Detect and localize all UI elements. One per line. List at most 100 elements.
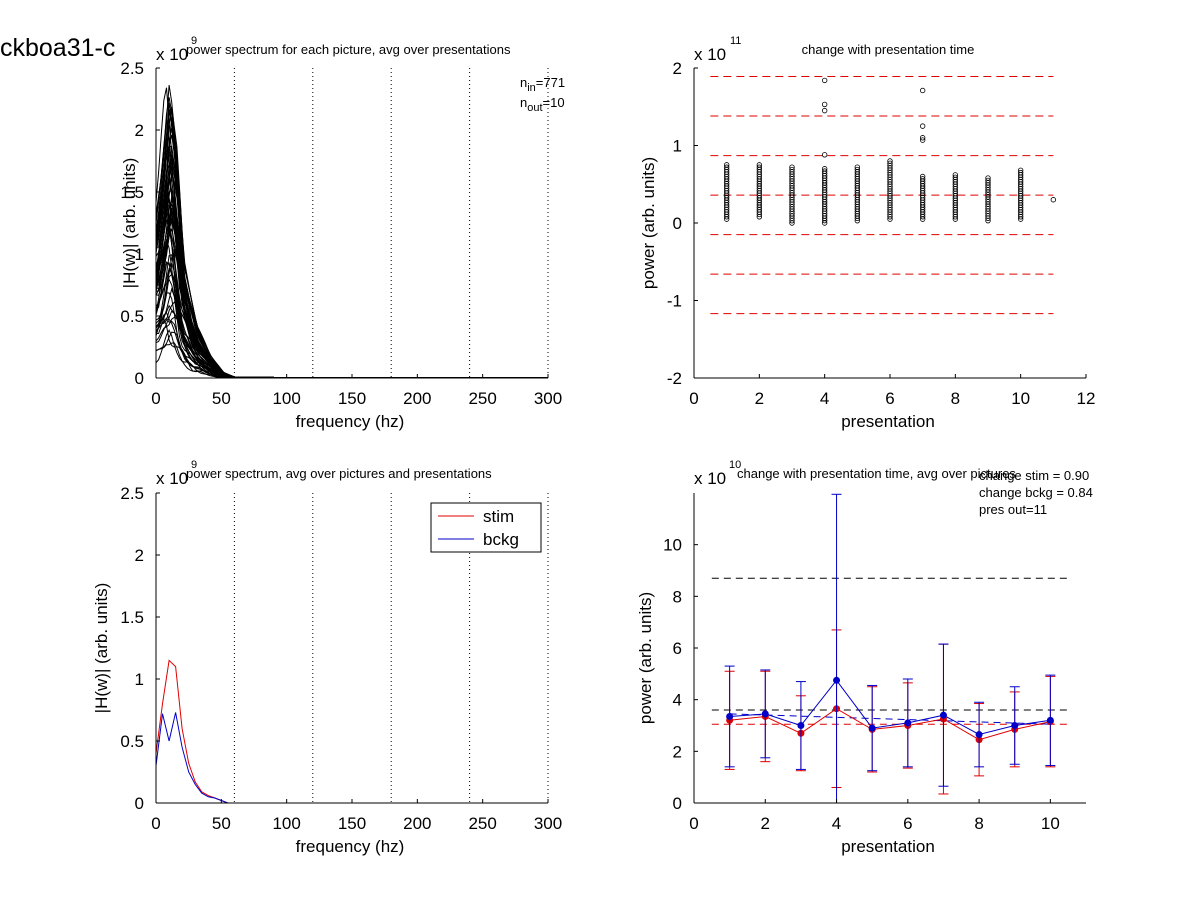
figure-id-label: ckboa31-c <box>0 34 115 62</box>
marker-bckg <box>726 712 734 720</box>
x-tick-label: 0 <box>689 389 698 408</box>
outlier-point <box>919 123 926 129</box>
x-tick-label: 6 <box>903 814 912 833</box>
y-tick-label: 10 <box>663 536 682 555</box>
data-point <box>985 177 991 184</box>
y-tick-label: 0 <box>673 214 682 233</box>
x-tick-label: 100 <box>272 814 300 833</box>
panel-spectrum-average: 0 50 100 150 200 250 300 0 0.5 1 1.5 2 2.5 power spe… <box>92 459 562 856</box>
x-tick-label: 10 <box>1011 389 1030 408</box>
legend-box <box>430 502 542 553</box>
x-axis-label: frequency (hz) <box>296 837 405 856</box>
marker-bckg <box>975 731 983 739</box>
data-point <box>854 164 861 170</box>
x-tick-label: 10 <box>1041 814 1060 833</box>
panel-spectrum-each-picture: 0 50 100 150 200 250 300 0 0.5 1 1.5 2 2.5 power spe… <box>120 35 565 431</box>
x-tick-label: 8 <box>974 814 983 833</box>
n-out-sub: out <box>527 102 542 114</box>
data-point <box>1050 197 1057 203</box>
y-exponent-power: 10 <box>729 459 741 471</box>
outlier-point <box>821 77 828 84</box>
y-tick-label: 1.5 <box>120 183 144 202</box>
data-point <box>821 166 828 172</box>
data-point <box>756 164 763 170</box>
marker-bckg <box>797 722 805 729</box>
series-line-bckg <box>729 679 1051 736</box>
y-axis-label: |H(w)| (arb. units) <box>120 158 139 289</box>
y-tick-label: 8 <box>673 587 682 606</box>
y-exponent-base: x 10 <box>694 45 726 64</box>
outlier-point <box>919 137 926 143</box>
spectrum-line <box>155 221 274 379</box>
outlier-point <box>919 87 926 94</box>
data-point <box>789 166 795 173</box>
x-tick-label: 0 <box>151 814 160 833</box>
x-axis-label: frequency (hz) <box>296 412 405 431</box>
spectrum-line <box>155 254 274 379</box>
data-point <box>1017 167 1024 173</box>
y-exponent-base: x 10 <box>156 469 188 488</box>
plot-area <box>156 68 548 378</box>
y-tick-label: 0.5 <box>120 307 144 326</box>
x-axis-label: presentation <box>841 412 935 431</box>
y-exponent-base: x 10 <box>156 45 188 64</box>
y-tick-label: 1 <box>673 137 682 156</box>
x-tick-label: 50 <box>212 814 231 833</box>
y-tick-label: 2 <box>673 59 682 78</box>
data-point <box>1017 169 1024 176</box>
data-point <box>723 162 730 168</box>
x-tick-label: 4 <box>820 389 829 408</box>
n-in-sub: in <box>527 82 536 94</box>
series-line-stim <box>729 708 1051 741</box>
y-tick-label: 2 <box>135 121 144 140</box>
y-tick-label: -1 <box>667 292 682 311</box>
series-line-stim <box>155 659 548 804</box>
trend-line <box>729 713 1051 725</box>
y-tick-label: 0 <box>135 794 144 813</box>
panel-change-avg: 0 2 4 6 8 10 0 2 4 6 8 10 change with presentation … <box>636 459 1093 856</box>
x-tick-label: 300 <box>534 389 562 408</box>
y-exponent-power: 9 <box>191 35 197 47</box>
y-tick-label: 2.5 <box>120 484 144 503</box>
x-tick-label: 250 <box>468 814 496 833</box>
marker-bckg <box>1046 716 1054 724</box>
data-point <box>723 164 730 170</box>
annotation-change-bckg: change bckg = 0.84 <box>979 485 1093 500</box>
outlier-point <box>919 135 926 141</box>
y-exponent-power: 11 <box>730 35 741 47</box>
marker-bckg <box>833 676 841 684</box>
x-tick-label: 100 <box>272 389 300 408</box>
x-tick-label: 200 <box>403 389 431 408</box>
data-point <box>952 174 959 180</box>
legend-label-bckg: bckg <box>483 530 519 549</box>
outlier-point <box>821 101 828 108</box>
legend: stim bckg <box>430 502 542 553</box>
outlier-point <box>821 152 828 158</box>
chart-title: power spectrum, avg over pictures and pr… <box>186 466 492 481</box>
n-out-value: =10 <box>543 95 565 110</box>
data-point <box>756 162 763 168</box>
y-axis-label: power (arb. units) <box>636 592 655 724</box>
data-point <box>887 158 893 164</box>
x-tick-label: 6 <box>885 389 894 408</box>
data-point <box>887 160 893 167</box>
y-exponent-power: 9 <box>191 459 197 471</box>
marker-bckg <box>904 719 912 727</box>
data-point <box>952 172 959 178</box>
x-tick-label: 8 <box>951 389 960 408</box>
y-tick-label: -2 <box>667 369 682 388</box>
chart-title: change with presentation time <box>802 42 975 57</box>
y-axis-label: |H(w)| (arb. units) <box>92 583 111 714</box>
data-point <box>854 166 861 173</box>
y-tick-label: 0.5 <box>120 732 144 751</box>
x-tick-label: 150 <box>338 814 366 833</box>
outlier-point <box>821 107 828 114</box>
data-point <box>821 168 828 174</box>
marker-bckg <box>761 710 769 718</box>
data-point <box>919 176 926 182</box>
series-line-bckg <box>155 712 548 804</box>
x-tick-label: 12 <box>1077 389 1096 408</box>
x-tick-label: 250 <box>468 389 496 408</box>
